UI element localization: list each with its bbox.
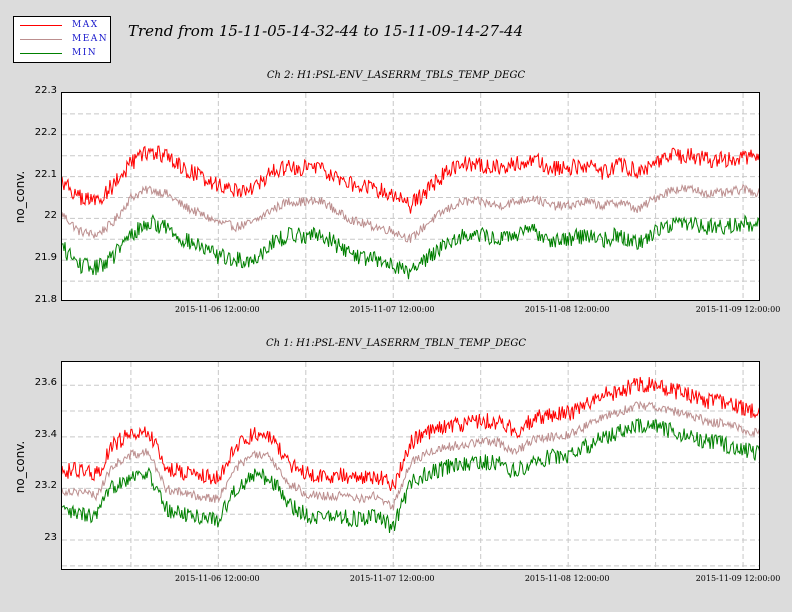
chart-1-ytick-label: 22.2 [34,126,57,138]
chart-1-series-mean [62,183,759,243]
chart-1-ytick-label: 22.3 [34,85,57,96]
chart-2-xtick-label: 2015-11-07 12:00:00 [349,574,435,583]
chart-2-xtick-label: 2015-11-08 12:00:00 [524,574,610,583]
chart-1-ytick-label: 22 [44,210,57,222]
chart-1-ytick-label: 22.1 [34,168,57,180]
chart-2-xtick-label: 2015-11-09 12:00:00 [695,574,781,583]
legend-label-min: MIN [72,48,98,58]
chart-2-ytick-label: 23.2 [34,480,57,492]
chart-1-ytick-label: 21.8 [34,294,57,305]
chart-1-series-min [62,213,759,280]
chart-1-svg [62,93,759,300]
chart-2-series-max [62,376,759,492]
chart-2-series-min [62,417,759,534]
legend-swatch-max [20,25,62,26]
chart-2-xtick-label: 2015-11-06 12:00:00 [175,574,260,583]
legend-label-mean: MEAN [72,34,109,44]
chart-1-xtick-label: 2015-11-08 12:00:00 [524,305,610,314]
chart-2-svg [62,362,759,569]
chart-1-plot-area [61,92,760,301]
chart-1-title: Ch 2: H1:PSL-ENV_LASERRM_TBLS_TEMP_DEGC [266,70,526,81]
chart-2-ytick-label: 23.6 [34,377,57,389]
chart-1-xtick-label: 2015-11-07 12:00:00 [349,305,435,314]
legend-swatch-mean [20,39,62,40]
chart-2-ylabel: no_conv. [13,440,27,494]
legend-item-min: MIN [14,48,110,60]
legend-label-max: MAX [72,20,99,30]
chart-1-series-max [62,145,759,214]
chart-1-xtick-label: 2015-11-09 12:00:00 [695,305,781,314]
chart-2-ytick-label: 23 [44,532,57,544]
chart-2-title: Ch 1: H1:PSL-ENV_LASERRM_TBLN_TEMP_DEGC [265,338,527,349]
chart-1-ylabel: no_conv. [13,170,27,224]
legend-swatch-min [20,53,62,54]
legend: MAX MEAN MIN [13,16,111,63]
page-title: Trend from 15-11-05-14-32-44 to 15-11-09… [128,22,524,40]
chart-2-plot-area [61,361,760,570]
legend-item-max: MAX [14,20,110,32]
chart-1-ytick-label: 21.9 [34,252,57,264]
legend-item-mean: MEAN [14,34,110,46]
chart-1-xtick-label: 2015-11-06 12:00:00 [175,305,260,314]
chart-2-series-mean [62,400,759,510]
chart-2-ytick-label: 23.4 [34,428,57,440]
